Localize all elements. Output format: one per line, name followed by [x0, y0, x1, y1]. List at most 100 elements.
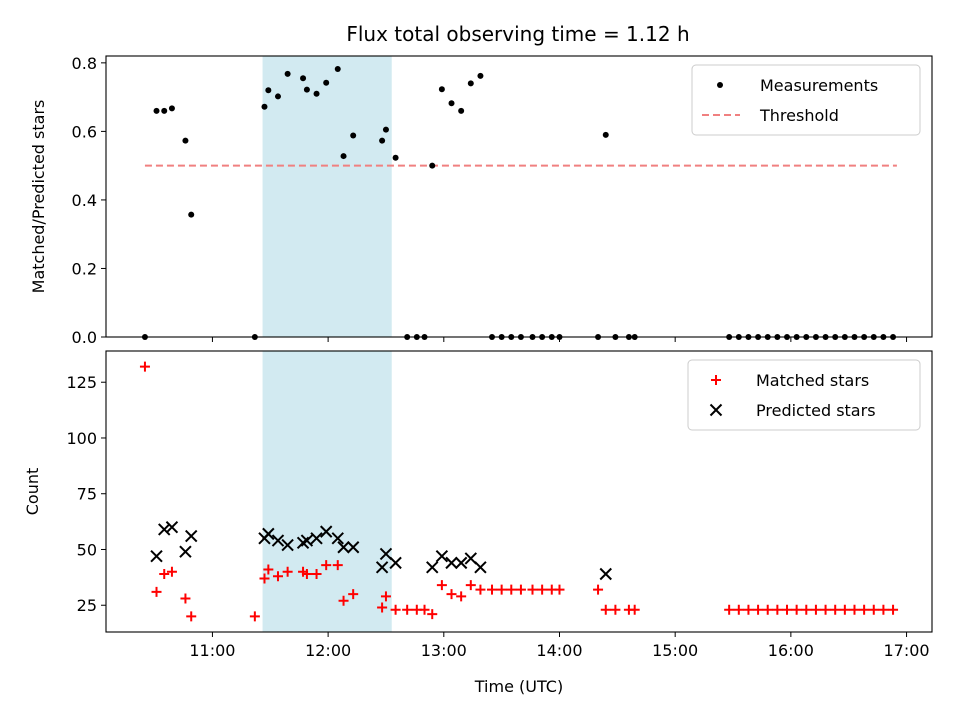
- y-tick-label: 0.4: [72, 191, 97, 210]
- data-point: [527, 584, 538, 595]
- data-point: [458, 107, 465, 114]
- data-point: [350, 132, 357, 139]
- legend-marker: [709, 403, 723, 417]
- data-point: [438, 86, 445, 93]
- legend-marker: [717, 82, 723, 88]
- data-point: [332, 560, 343, 571]
- data-point: [375, 561, 389, 574]
- data-point: [182, 137, 189, 144]
- data-point: [188, 211, 195, 218]
- data-point: [419, 604, 430, 615]
- data-point: [323, 79, 330, 86]
- data-point: [429, 162, 436, 169]
- data-point: [263, 564, 274, 575]
- data-point: [180, 593, 191, 604]
- data-point: [161, 107, 168, 114]
- data-point: [158, 523, 171, 536]
- data-point: [537, 584, 548, 595]
- y-tick-label: 0.8: [72, 54, 97, 73]
- y-axis-label: Count: [23, 468, 42, 516]
- y-tick-label: 125: [66, 373, 97, 392]
- data-point: [389, 556, 402, 570]
- data-point: [467, 80, 474, 87]
- data-point: [392, 154, 399, 161]
- data-point: [337, 541, 350, 554]
- legend-frame: [687, 359, 921, 431]
- data-point: [380, 591, 391, 602]
- data-point: [319, 525, 333, 538]
- data-point: [445, 556, 458, 570]
- y-tick-label: 0.0: [72, 328, 97, 347]
- legend-label: Threshold: [759, 106, 839, 125]
- data-point: [599, 567, 612, 581]
- data-point: [772, 604, 783, 615]
- x-tick-label: 16:00: [768, 641, 814, 660]
- data-point: [801, 604, 812, 615]
- series-predicted-stars: [150, 520, 612, 581]
- data-point: [402, 604, 413, 615]
- data-point: [179, 545, 192, 558]
- data-point: [151, 586, 162, 597]
- data-point: [762, 604, 773, 615]
- y-tick-label: 25: [77, 596, 97, 615]
- data-point: [849, 604, 860, 615]
- data-point: [839, 604, 850, 615]
- data-point: [475, 584, 486, 595]
- data-point: [593, 584, 604, 595]
- data-point: [487, 584, 498, 595]
- data-point: [454, 556, 468, 570]
- data-point: [186, 611, 197, 622]
- data-point: [379, 137, 386, 144]
- data-point: [753, 604, 764, 615]
- data-point: [465, 580, 476, 591]
- data-point: [474, 561, 487, 574]
- data-point: [496, 584, 507, 595]
- data-point: [159, 569, 170, 580]
- data-point: [888, 604, 899, 615]
- axes-frame: [105, 350, 933, 633]
- data-point: [791, 604, 802, 615]
- data-point: [506, 584, 517, 595]
- data-point: [830, 604, 841, 615]
- x-tick-label: 17:00: [883, 641, 929, 660]
- chart-title: Flux total observing time = 1.12 h: [346, 22, 689, 46]
- legend: Measurements Threshold: [691, 64, 921, 136]
- data-point: [382, 126, 389, 133]
- data-point: [310, 532, 323, 545]
- data-point: [610, 604, 621, 615]
- data-point: [554, 584, 565, 595]
- legend-label: Predicted stars: [756, 401, 876, 420]
- data-point: [878, 604, 889, 615]
- bottom-panel: 25 50 75 100 125 11:00 12:00 13:00 14:00 15:00 16:…: [23, 350, 933, 696]
- data-point: [321, 560, 332, 571]
- data-point: [448, 100, 455, 107]
- data-point: [311, 569, 322, 580]
- data-point: [456, 591, 467, 602]
- data-point: [303, 86, 310, 93]
- data-point: [377, 602, 388, 613]
- data-point: [166, 566, 177, 577]
- data-point: [436, 580, 447, 591]
- y-tick-label: 0.6: [72, 122, 97, 141]
- series-matched-stars: [139, 361, 899, 622]
- highlight-band: [262, 351, 392, 632]
- x-tick-label: 11:00: [189, 641, 235, 660]
- x-axis-label: Time (UTC): [474, 677, 563, 696]
- data-point: [379, 547, 393, 561]
- data-point: [259, 573, 270, 584]
- data-point: [733, 604, 744, 615]
- data-point: [820, 604, 831, 615]
- data-point: [274, 93, 281, 100]
- data-point: [782, 604, 793, 615]
- x-tick-label: 13:00: [421, 641, 467, 660]
- data-point: [340, 153, 347, 160]
- x-tick-label: 14:00: [536, 641, 582, 660]
- x-tick-label: 15:00: [652, 641, 698, 660]
- data-point: [139, 361, 150, 372]
- data-point: [810, 604, 821, 615]
- y-tick-label: 75: [77, 485, 97, 504]
- data-point: [426, 561, 439, 574]
- legend-marker: [711, 375, 721, 385]
- data-point: [300, 534, 314, 547]
